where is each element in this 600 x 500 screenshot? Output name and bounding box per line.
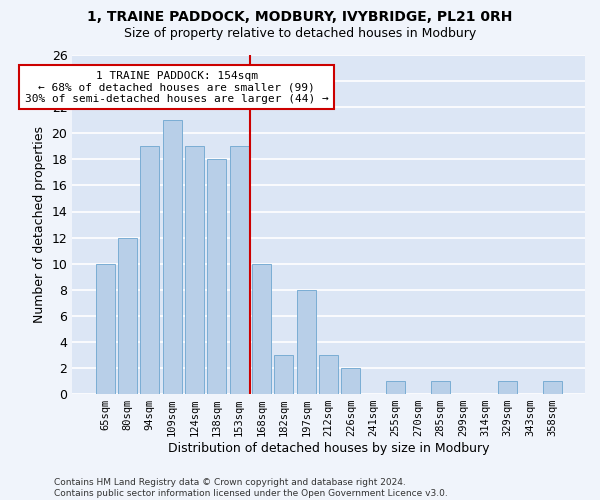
Bar: [386, 381, 405, 394]
Bar: [498, 381, 517, 394]
Y-axis label: Number of detached properties: Number of detached properties: [33, 126, 46, 323]
Bar: [297, 290, 316, 394]
Text: Contains HM Land Registry data © Crown copyright and database right 2024.
Contai: Contains HM Land Registry data © Crown c…: [54, 478, 448, 498]
Bar: [431, 381, 450, 394]
Text: Size of property relative to detached houses in Modbury: Size of property relative to detached ho…: [124, 28, 476, 40]
Bar: [163, 120, 182, 394]
Bar: [118, 238, 137, 394]
Bar: [542, 381, 562, 394]
Bar: [208, 160, 226, 394]
Bar: [185, 146, 204, 394]
Bar: [319, 355, 338, 394]
Text: 1, TRAINE PADDOCK, MODBURY, IVYBRIDGE, PL21 0RH: 1, TRAINE PADDOCK, MODBURY, IVYBRIDGE, P…: [88, 10, 512, 24]
Bar: [95, 264, 115, 394]
Bar: [140, 146, 159, 394]
Bar: [252, 264, 271, 394]
Text: 1 TRAINE PADDOCK: 154sqm
← 68% of detached houses are smaller (99)
30% of semi-d: 1 TRAINE PADDOCK: 154sqm ← 68% of detach…: [25, 70, 328, 104]
Bar: [341, 368, 361, 394]
Bar: [230, 146, 248, 394]
X-axis label: Distribution of detached houses by size in Modbury: Distribution of detached houses by size …: [168, 442, 490, 455]
Bar: [274, 355, 293, 394]
